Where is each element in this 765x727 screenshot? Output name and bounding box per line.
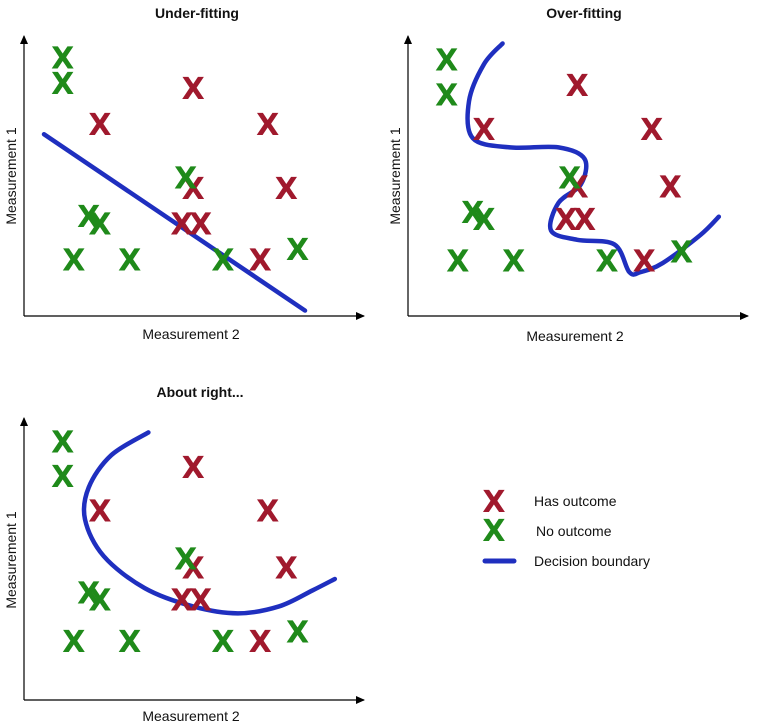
legend-boundary-label: Decision boundary [534, 553, 650, 569]
no-outcome-marker: X [472, 203, 495, 238]
has-outcome-marker: X [249, 243, 272, 278]
no-outcome-marker: X [435, 44, 458, 79]
has-outcome-marker: X [170, 584, 193, 619]
y-axis-label: Measurement 1 [3, 511, 19, 608]
no-outcome-marker: X [62, 243, 85, 278]
no-outcome-marker: X [211, 625, 234, 660]
no-outcome-marker: X [88, 208, 111, 243]
chart-title: Over-fitting [546, 5, 621, 21]
chart-title: Under-fitting [155, 5, 239, 21]
x-axis-label: Measurement 2 [142, 708, 239, 724]
no-outcome-marker: X [51, 426, 74, 461]
has-outcome-marker: X [566, 171, 589, 206]
legend-no-outcome-label: No outcome [536, 523, 612, 539]
legend-has-outcome-marker: X [482, 485, 505, 520]
has-outcome-marker: X [275, 552, 298, 587]
no-outcome-marker: X [446, 245, 469, 280]
about-right-panel: About right... Measurement 2 Measurement… [3, 384, 365, 724]
no-outcome-marker: X [502, 245, 525, 280]
decision-boundary [465, 41, 722, 277]
y-axis-label: Measurement 1 [387, 127, 403, 224]
chart-title: About right... [156, 384, 243, 400]
has-outcome-marker: X [573, 203, 596, 238]
has-outcome-marker: X [256, 494, 279, 529]
has-outcome-marker: X [249, 625, 272, 660]
legend: X Has outcome X No outcome Decision boun… [482, 485, 650, 569]
no-outcome-marker: X [88, 584, 111, 619]
no-outcome-marker: X [174, 162, 197, 197]
has-outcome-marker: X [256, 108, 279, 143]
no-outcome-marker: X [286, 616, 309, 651]
decision-boundary-line [41, 131, 308, 313]
has-outcome-marker: X [189, 584, 212, 619]
no-outcome-marker: X [77, 200, 100, 235]
has-outcome-marker: X [170, 208, 193, 243]
x-axis-label: Measurement 2 [142, 326, 239, 342]
decision-boundary-curve [465, 41, 722, 277]
has-outcome-marker: X [659, 171, 682, 206]
no-outcome-marker: X [670, 235, 693, 270]
legend-has-outcome-label: Has outcome [534, 493, 617, 509]
decision-boundary-curve [81, 430, 338, 616]
no-outcome-marker: X [174, 542, 197, 577]
has-outcome-marker: X [633, 245, 656, 280]
under-fitting-panel: Under-fitting Measurement 2 Measurement … [3, 5, 365, 342]
y-axis-label: Measurement 1 [3, 127, 19, 224]
no-outcome-marker: X [51, 42, 74, 77]
no-outcome-marker: X [51, 67, 74, 102]
has-outcome-marker: X [275, 172, 298, 207]
has-outcome-marker: X [182, 451, 205, 486]
has-outcome-marker: X [566, 69, 589, 104]
has-outcome-marker: X [88, 494, 111, 529]
no-outcome-marker: X [118, 243, 141, 278]
no-outcome-marker: X [62, 625, 85, 660]
has-outcome-marker: X [182, 172, 205, 207]
has-outcome-marker: X [182, 552, 205, 587]
has-outcome-marker: X [189, 208, 212, 243]
decision-boundary [41, 131, 308, 313]
over-fitting-panel: Over-fitting Measurement 2 Measurement 1… [387, 5, 749, 344]
has-outcome-marker: X [88, 108, 111, 143]
x-axis-label: Measurement 2 [526, 328, 623, 344]
no-outcome-marker: X [435, 78, 458, 113]
has-outcome-marker: X [640, 113, 663, 148]
no-outcome-marker: X [461, 196, 484, 231]
no-outcome-marker: X [77, 577, 100, 612]
has-outcome-marker: X [554, 203, 577, 238]
no-outcome-marker: X [595, 245, 618, 280]
no-outcome-marker: X [118, 625, 141, 660]
decision-boundary [81, 430, 338, 616]
no-outcome-marker: X [211, 243, 234, 278]
legend-no-outcome-marker: X [482, 514, 505, 549]
has-outcome-marker: X [472, 113, 495, 148]
has-outcome-marker: X [182, 72, 205, 107]
no-outcome-marker: X [51, 460, 74, 495]
no-outcome-marker: X [558, 161, 581, 196]
no-outcome-marker: X [286, 233, 309, 268]
